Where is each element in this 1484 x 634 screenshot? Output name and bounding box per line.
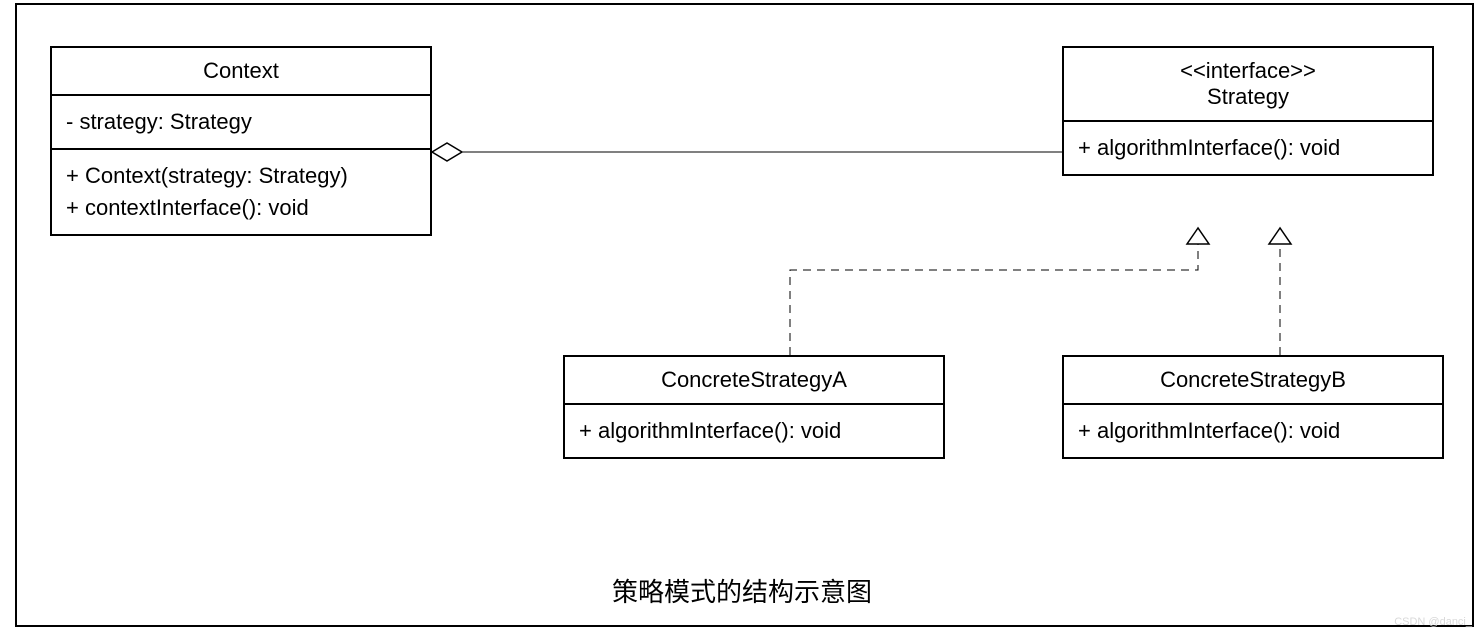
method: + algorithmInterface(): void (1078, 415, 1428, 447)
class-attributes: - strategy: Strategy (52, 96, 430, 150)
class-methods: + algorithmInterface(): void (1064, 122, 1432, 174)
watermark: CSDN @danci_ (1394, 616, 1472, 628)
method: + algorithmInterface(): void (579, 415, 929, 447)
class-title: Context (52, 48, 430, 96)
stereotype: <<interface>> (1078, 58, 1418, 84)
class-name: Strategy (1078, 84, 1418, 110)
class-box-concrete-b: ConcreteStrategyB + algorithmInterface()… (1062, 355, 1444, 459)
class-title: <<interface>> Strategy (1064, 48, 1432, 122)
class-methods: + algorithmInterface(): void (565, 405, 943, 457)
method: + algorithmInterface(): void (1078, 132, 1418, 164)
method: + contextInterface(): void (66, 192, 416, 224)
class-box-context: Context - strategy: Strategy + Context(s… (50, 46, 432, 236)
class-box-strategy: <<interface>> Strategy + algorithmInterf… (1062, 46, 1434, 176)
attribute: - strategy: Strategy (66, 106, 416, 138)
class-methods: + Context(strategy: Strategy) + contextI… (52, 150, 430, 234)
method: + Context(strategy: Strategy) (66, 160, 416, 192)
class-box-concrete-a: ConcreteStrategyA + algorithmInterface()… (563, 355, 945, 459)
class-title: ConcreteStrategyA (565, 357, 943, 405)
class-methods: + algorithmInterface(): void (1064, 405, 1442, 457)
diagram-caption: 策略模式的结构示意图 (0, 572, 1484, 609)
class-title: ConcreteStrategyB (1064, 357, 1442, 405)
